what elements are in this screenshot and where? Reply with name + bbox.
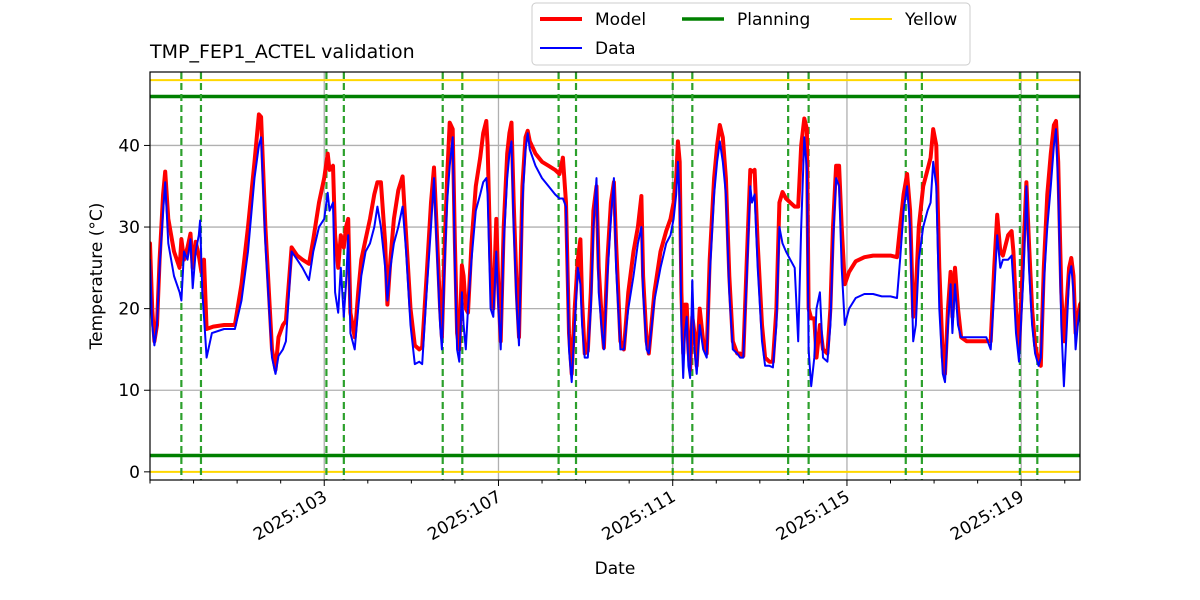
legend-label-yellow: Yellow — [904, 10, 957, 30]
series-line-data — [150, 128, 1080, 388]
legend: Model Data Planning Yellow — [531, 2, 971, 66]
plot-frame — [149, 71, 1081, 481]
x-tick-label: 2025:119 — [947, 487, 1028, 545]
legend-label-data: Data — [595, 39, 636, 59]
y-axis-label: Temperature (°C) — [87, 203, 107, 351]
legend-label-planning: Planning — [737, 10, 810, 30]
x-axis-label: Date — [595, 559, 636, 579]
x-tick-label: 2025:111 — [599, 487, 680, 545]
plot-area — [150, 72, 1080, 480]
chart-title: TMP_FEP1_ACTEL validation — [149, 41, 415, 63]
series-lines — [150, 112, 1080, 388]
y-tick-label: 0 — [129, 463, 140, 483]
x-tick-label: 2025:103 — [250, 487, 331, 545]
limit-lines — [150, 79, 1080, 473]
y-tick-label: 10 — [118, 381, 140, 401]
x-tick-label: 2025:107 — [424, 487, 505, 545]
legend-label-model: Model — [595, 10, 646, 30]
x-tick-label: 2025:115 — [773, 487, 854, 545]
y-tick-label: 40 — [118, 136, 140, 156]
y-tick-label: 30 — [118, 218, 140, 238]
y-tick-label: 20 — [118, 300, 140, 320]
